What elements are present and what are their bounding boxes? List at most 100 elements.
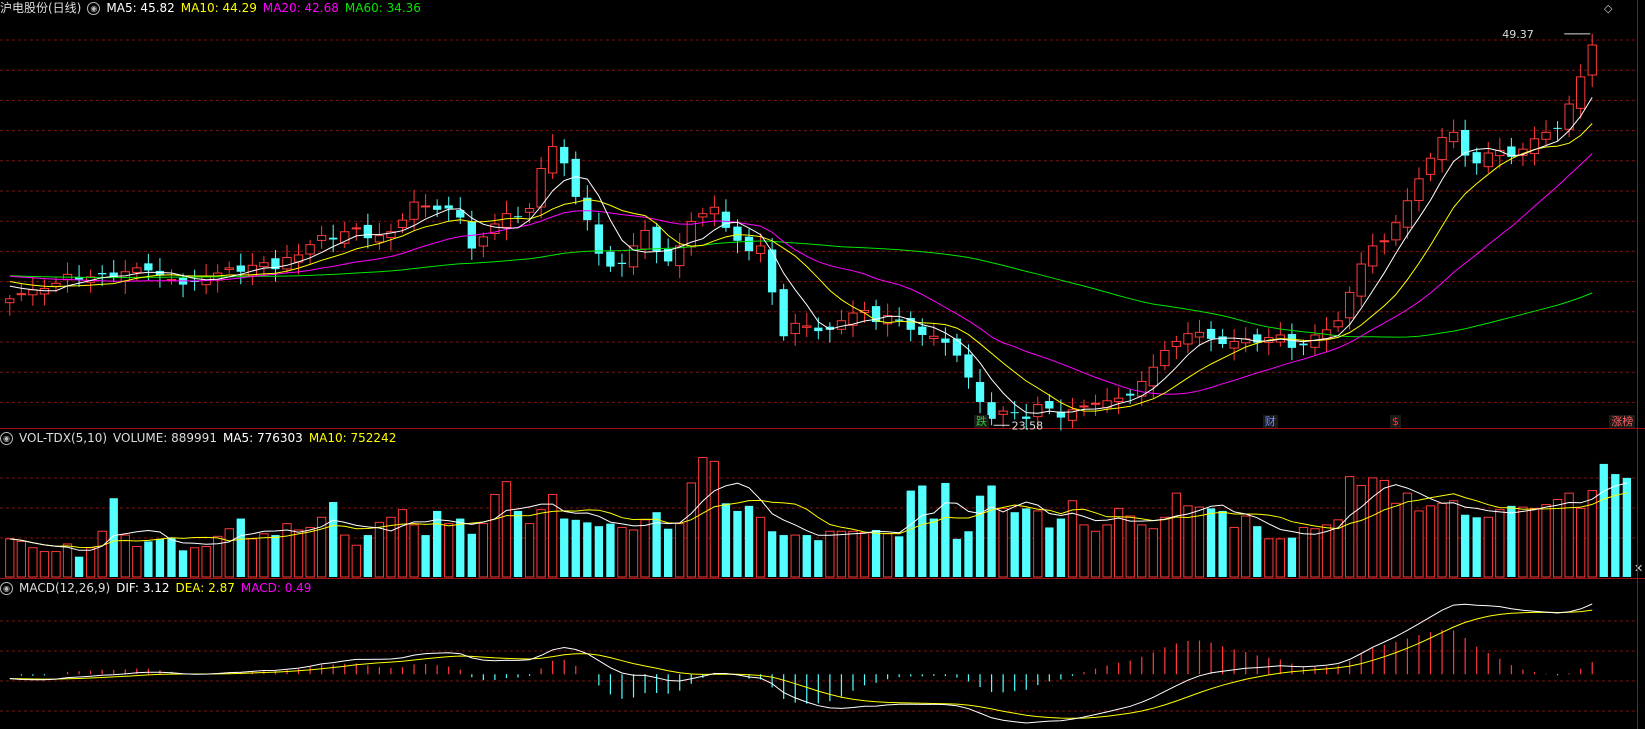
candle-body bbox=[721, 211, 731, 228]
candle-body bbox=[1379, 240, 1389, 243]
volume-bar bbox=[941, 482, 950, 577]
candle-body bbox=[560, 146, 569, 164]
candle-body bbox=[1391, 222, 1401, 241]
vol-indicator-name: VOL-TDX(5,10) bbox=[19, 431, 108, 445]
volume-bar bbox=[421, 535, 430, 577]
candle-body bbox=[259, 262, 269, 268]
volume-bar bbox=[1229, 526, 1239, 578]
ma10-line bbox=[9, 123, 1593, 412]
settings-icon[interactable]: ◉ bbox=[87, 2, 101, 15]
volume-bar bbox=[478, 523, 489, 578]
volume-bar bbox=[97, 530, 107, 578]
settings-icon[interactable]: ◉ bbox=[0, 432, 13, 445]
volume-bar bbox=[1010, 512, 1019, 577]
volume-bar bbox=[316, 516, 327, 578]
candle-body bbox=[790, 322, 800, 335]
candle-body bbox=[1090, 402, 1101, 405]
volume-bar bbox=[1368, 477, 1378, 578]
event-tag-dollar[interactable]: $ bbox=[1389, 415, 1401, 428]
candle-body bbox=[1576, 76, 1586, 109]
diamond-icon[interactable]: ◇ bbox=[1604, 2, 1613, 15]
candle-body bbox=[316, 235, 327, 241]
volume-bar bbox=[524, 523, 535, 578]
event-tag-drop[interactable]: 跌 bbox=[974, 415, 990, 428]
candle-body bbox=[779, 289, 788, 337]
volume-bar bbox=[859, 532, 870, 578]
volume-bar bbox=[513, 510, 523, 577]
volume-bar bbox=[1090, 530, 1101, 578]
event-tag-top-gainers[interactable]: 涨榜 bbox=[1609, 415, 1636, 428]
candle-body bbox=[1194, 331, 1205, 338]
candle-body bbox=[374, 235, 385, 243]
close-icon[interactable]: ✕ bbox=[1634, 562, 1644, 575]
candle-body bbox=[744, 236, 754, 252]
candle-body bbox=[698, 213, 708, 218]
volume-bar bbox=[882, 533, 893, 578]
candle-body bbox=[39, 288, 50, 295]
candle-body bbox=[1437, 137, 1447, 161]
volume-bar bbox=[51, 551, 61, 578]
volume-bar bbox=[1518, 506, 1528, 578]
volume-bar bbox=[802, 535, 811, 577]
volume-bar bbox=[583, 522, 592, 577]
volume-bar bbox=[363, 535, 373, 577]
candle-body bbox=[432, 205, 442, 210]
volume-bar bbox=[1033, 510, 1043, 578]
volume-bar bbox=[790, 534, 800, 578]
volume-bar bbox=[1333, 519, 1343, 578]
candle-body bbox=[733, 226, 742, 241]
ma5-line bbox=[9, 97, 1593, 414]
settings-icon[interactable]: ◉ bbox=[0, 582, 13, 595]
candle-body bbox=[895, 319, 904, 321]
volume-bar bbox=[178, 550, 188, 577]
candle-body bbox=[74, 277, 84, 280]
ma5-value: MA5: 45.82 bbox=[106, 1, 175, 15]
candle-body bbox=[767, 249, 777, 293]
volume-bar bbox=[998, 507, 1008, 578]
volume-bar bbox=[1056, 518, 1066, 577]
volume-bar bbox=[409, 524, 419, 578]
volume-bar bbox=[1611, 474, 1620, 577]
volume-bar bbox=[664, 528, 673, 577]
candle-body bbox=[1183, 333, 1193, 345]
candle-body bbox=[132, 267, 142, 273]
candle-body bbox=[282, 257, 292, 270]
volume-bar bbox=[814, 540, 823, 577]
volume-bar bbox=[1564, 492, 1574, 578]
candle-body bbox=[305, 244, 315, 255]
candle-body bbox=[755, 245, 766, 254]
candle-body bbox=[1461, 129, 1470, 156]
candle-body bbox=[964, 354, 973, 378]
volume-bar bbox=[213, 535, 223, 578]
ma20-line bbox=[9, 153, 1593, 395]
volume-bar bbox=[351, 544, 361, 578]
candle-body bbox=[444, 205, 453, 209]
volume-bar bbox=[1275, 538, 1286, 578]
candle-body bbox=[825, 326, 835, 330]
candle-body bbox=[1206, 328, 1216, 339]
candle-body bbox=[513, 216, 523, 218]
volume-bar bbox=[329, 502, 338, 577]
volume-bar bbox=[617, 526, 627, 578]
high-price-label: 49.37 bbox=[1502, 28, 1534, 41]
stock-name: 沪电股份(日线) bbox=[0, 1, 82, 15]
candle-body bbox=[1356, 263, 1366, 297]
candle-body bbox=[420, 205, 431, 208]
candle-body bbox=[975, 382, 985, 403]
volume-bar bbox=[236, 518, 245, 577]
candle-body bbox=[1333, 320, 1343, 328]
volume-bar bbox=[1356, 485, 1366, 578]
candle-body bbox=[952, 338, 962, 356]
volume-bar bbox=[1287, 537, 1297, 577]
candle-body bbox=[490, 223, 500, 234]
candle-body bbox=[1229, 340, 1239, 349]
volume-bar bbox=[293, 529, 304, 578]
vol-ma10-line bbox=[9, 492, 1628, 549]
candle-body bbox=[1113, 397, 1124, 403]
volume-bar bbox=[1414, 510, 1424, 578]
volume-bar bbox=[1529, 507, 1540, 578]
event-tag-finance[interactable]: 财 bbox=[1262, 415, 1278, 428]
candle-body bbox=[1067, 409, 1078, 421]
candle-body bbox=[617, 262, 627, 264]
